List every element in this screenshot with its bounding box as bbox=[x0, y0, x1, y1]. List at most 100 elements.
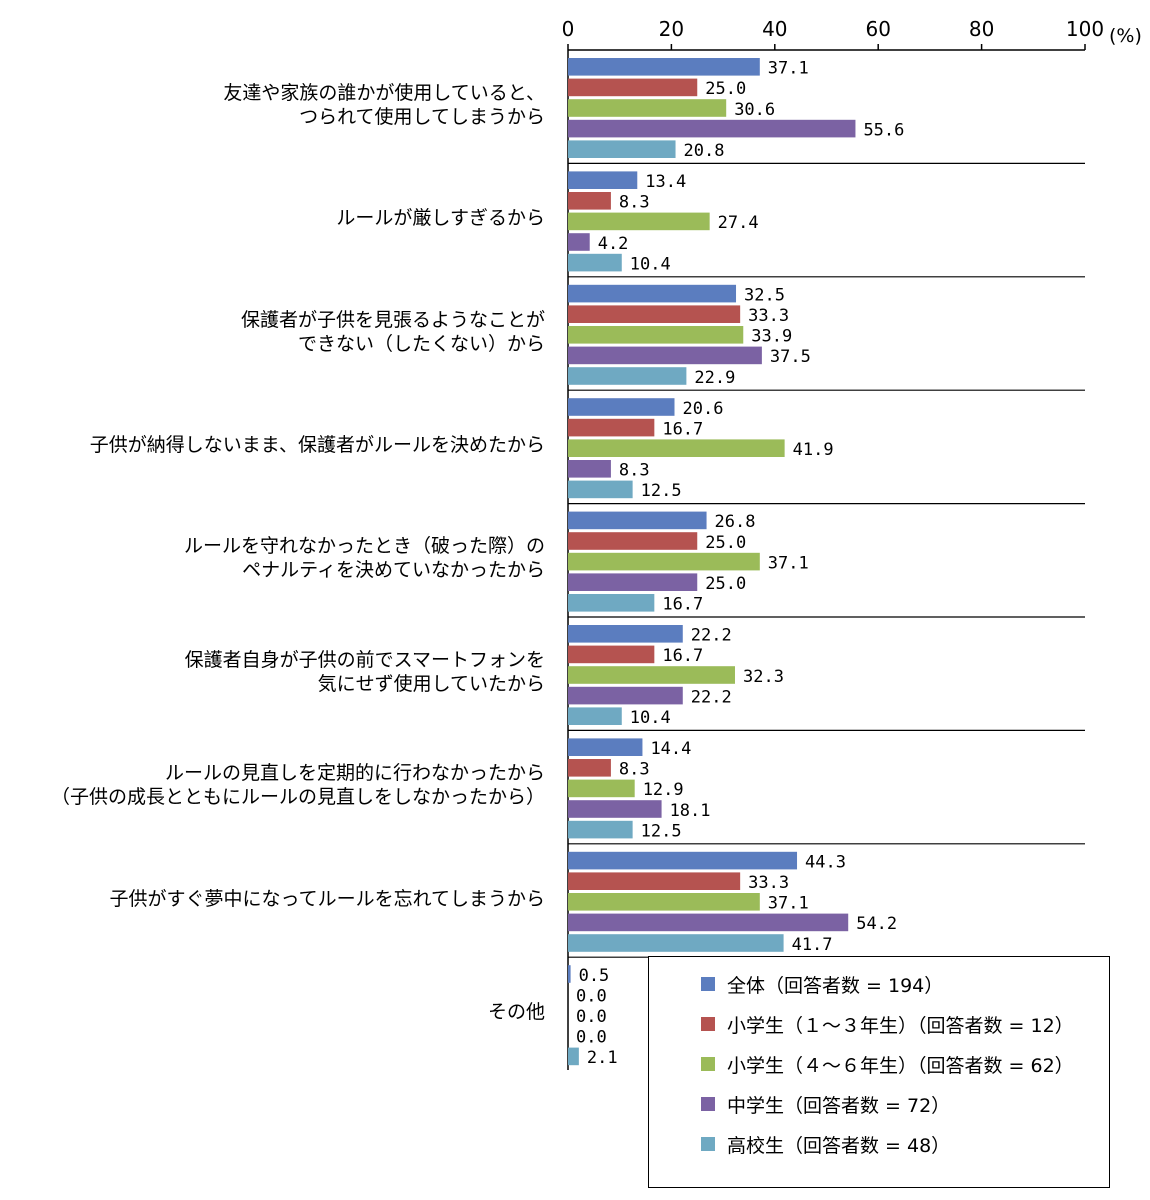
x-tick-label: 80 bbox=[969, 17, 994, 41]
data-label: 37.1 bbox=[768, 553, 809, 573]
data-label: 8.3 bbox=[619, 760, 650, 780]
data-label: 32.3 bbox=[743, 667, 784, 687]
bar bbox=[568, 893, 760, 911]
x-tick-label: 40 bbox=[762, 17, 787, 41]
category-label: 子供が納得しないまま、保護者がルールを決めたから bbox=[0, 433, 545, 457]
data-label: 18.1 bbox=[670, 801, 711, 821]
bar bbox=[568, 759, 611, 777]
data-label: 32.5 bbox=[744, 285, 785, 305]
data-label: 37.1 bbox=[768, 59, 809, 79]
data-label: 13.4 bbox=[645, 172, 686, 192]
data-label: 10.4 bbox=[630, 708, 671, 728]
legend-item: 小学生（１～３年生）（回答者数 = 12） bbox=[701, 1009, 1074, 1039]
bar bbox=[568, 171, 638, 189]
data-label: 41.9 bbox=[793, 440, 834, 460]
data-label: 25.0 bbox=[705, 533, 746, 553]
category-label: 友達や家族の誰かが使用していると、 つられて使用してしまうから bbox=[0, 81, 545, 129]
data-label: 0.0 bbox=[576, 986, 607, 1006]
category-label-line: ペナルティを決めていなかったから bbox=[242, 559, 545, 582]
bar bbox=[568, 594, 655, 612]
legend-item: 全体（回答者数 = 194） bbox=[701, 969, 943, 999]
category-label: ルールを守れなかったとき（破った際）の ペナルティを決めていなかったから bbox=[0, 534, 545, 582]
bar bbox=[568, 511, 707, 530]
data-label: 14.4 bbox=[650, 739, 691, 759]
category-label: その他 bbox=[0, 1000, 545, 1024]
x-tick-label: 100 bbox=[1066, 17, 1104, 41]
legend-label: 小学生（１～３年生）（回答者数 = 12） bbox=[727, 1014, 1074, 1037]
data-label: 12.9 bbox=[643, 780, 684, 800]
legend-item: 小学生（４～６年生）（回答者数 = 62） bbox=[701, 1049, 1074, 1079]
bar bbox=[568, 800, 662, 818]
data-label: 30.6 bbox=[734, 100, 775, 120]
bar bbox=[568, 666, 735, 684]
bar bbox=[568, 140, 676, 158]
data-label: 22.2 bbox=[691, 687, 732, 707]
bar bbox=[568, 965, 571, 983]
bar bbox=[568, 851, 798, 870]
data-label: 22.9 bbox=[694, 368, 735, 388]
data-label: 12.5 bbox=[641, 821, 682, 841]
legend-item: 高校生（回答者数 = 48） bbox=[701, 1129, 950, 1159]
legend-swatch bbox=[701, 1057, 715, 1071]
bar bbox=[568, 934, 784, 952]
data-label: 55.6 bbox=[863, 120, 904, 140]
category-label-line: 子供が納得しないまま、保護者がルールを決めたから bbox=[89, 433, 545, 456]
category-label-line: その他 bbox=[487, 1000, 545, 1023]
bar bbox=[568, 645, 655, 664]
data-label: 22.2 bbox=[691, 626, 732, 646]
x-tick-label: 20 bbox=[659, 17, 684, 41]
legend-label: 全体（回答者数 = 194） bbox=[727, 974, 944, 997]
legend-item: 中学生（回答者数 = 72） bbox=[701, 1089, 950, 1119]
legend-swatch bbox=[701, 977, 715, 991]
legend-swatch bbox=[701, 1017, 715, 1031]
x-axis-unit: (%) bbox=[1109, 25, 1142, 47]
legend-label: 中学生（回答者数 = 72） bbox=[727, 1094, 951, 1117]
data-label: 33.3 bbox=[748, 306, 789, 326]
category-label-line: （子供の成長とともにルールの見直しをしなかったから） bbox=[50, 786, 545, 809]
category-label-line: 友達や家族の誰かが使用していると、 bbox=[223, 81, 545, 104]
data-label: 20.6 bbox=[683, 399, 724, 419]
category-label-line: ルールを守れなかったとき（破った際）の bbox=[183, 535, 545, 558]
data-label: 25.0 bbox=[705, 79, 746, 99]
data-label: 8.3 bbox=[619, 461, 650, 481]
data-label: 54.2 bbox=[856, 914, 897, 934]
bar bbox=[568, 573, 698, 591]
category-label: 保護者が子供を見張るようなことが できない（したくない）から bbox=[0, 308, 545, 356]
data-label: 16.7 bbox=[662, 646, 703, 666]
data-label: 8.3 bbox=[619, 193, 650, 213]
bar bbox=[568, 192, 611, 210]
bar bbox=[568, 913, 849, 932]
data-label: 37.5 bbox=[770, 347, 811, 367]
data-label: 2.1 bbox=[587, 1048, 618, 1068]
legend-swatch bbox=[701, 1137, 715, 1151]
data-label: 44.3 bbox=[805, 852, 846, 872]
category-label: ルールの見直しを定期的に行わなかったから （子供の成長とともにルールの見直しをしな… bbox=[0, 761, 545, 809]
bar bbox=[568, 78, 698, 97]
category-label-line: 気にせず使用していたから bbox=[317, 672, 545, 695]
category-label: ルールが厳しすぎるから bbox=[0, 206, 545, 230]
bar bbox=[568, 480, 633, 499]
legend-label: 小学生（４～６年生）（回答者数 = 62） bbox=[727, 1054, 1074, 1077]
bar bbox=[568, 439, 785, 457]
data-label: 0.0 bbox=[576, 1028, 607, 1048]
bar bbox=[568, 707, 622, 725]
bar bbox=[568, 305, 741, 323]
bar bbox=[568, 418, 655, 437]
bar bbox=[568, 284, 737, 303]
bar bbox=[568, 625, 683, 643]
data-label: 33.3 bbox=[748, 873, 789, 893]
data-label: 10.4 bbox=[630, 254, 671, 274]
legend: 全体（回答者数 = 194） 小学生（１～３年生）（回答者数 = 12） 小学生（４… bbox=[648, 956, 1110, 1188]
category-label-line: ルールが厳しすぎるから bbox=[336, 207, 545, 230]
data-label: 12.5 bbox=[641, 481, 682, 501]
bar bbox=[568, 58, 760, 76]
bar bbox=[568, 532, 698, 550]
x-tick-label: 0 bbox=[562, 17, 575, 41]
data-label: 0.5 bbox=[579, 966, 610, 986]
category-label-line: ルールの見直しを定期的に行わなかったから bbox=[164, 762, 545, 785]
bar bbox=[568, 1047, 579, 1066]
bar bbox=[568, 212, 710, 231]
bar bbox=[568, 460, 611, 478]
x-tick-label: 60 bbox=[865, 17, 890, 41]
bar bbox=[568, 326, 744, 344]
